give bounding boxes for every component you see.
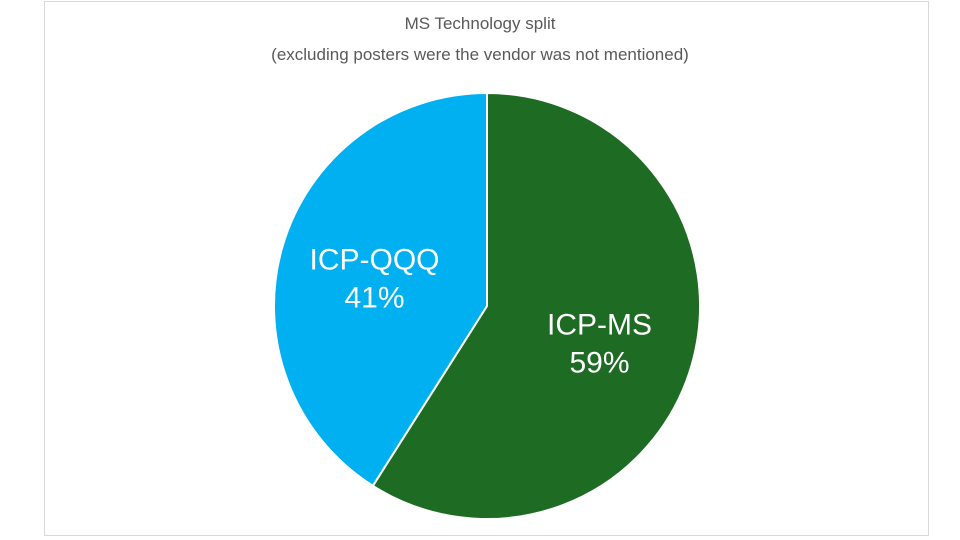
chart-title: MS Technology split: [404, 14, 556, 33]
data-label-value: 41%: [344, 281, 404, 314]
data-label-value: 59%: [569, 347, 629, 380]
data-label-category: ICP-QQQ: [309, 243, 439, 276]
pie-slice-icp-ms: [371, 91, 701, 520]
data-label-category: ICP-MS: [547, 309, 652, 342]
chart-subtitle: (excluding posters were the vendor was n…: [271, 45, 689, 64]
chart-frame: [44, 1, 929, 536]
pie-slice-icp-qqq: [273, 91, 488, 488]
